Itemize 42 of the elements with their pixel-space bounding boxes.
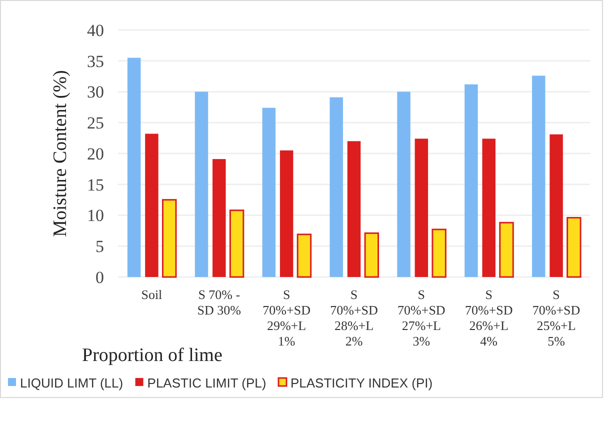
bar	[482, 138, 496, 277]
bar	[162, 199, 177, 278]
y-tick-label: 15	[87, 175, 104, 194]
x-tick-label: S 70%+SD 25%+L 5%	[532, 287, 580, 348]
bar	[330, 97, 343, 277]
y-tick-label: 35	[87, 52, 104, 71]
bar	[432, 228, 446, 278]
bar	[464, 84, 478, 277]
bar	[364, 232, 380, 278]
bar	[296, 234, 312, 278]
x-tick-label: S 70%+SD 26%+L 4%	[464, 287, 513, 348]
bar	[550, 134, 563, 277]
bar	[280, 150, 294, 277]
y-tick-label: 0	[96, 268, 104, 287]
bar	[397, 92, 410, 277]
x-tick-label: S 70%+SD 29%+L 1%	[262, 287, 310, 348]
bar	[566, 216, 582, 278]
y-tick-label: 30	[87, 82, 104, 102]
x-tick-label: S 70% - SD 30%	[197, 287, 242, 318]
x-axis-title: Proportion of lime	[82, 345, 222, 366]
y-tick-label: 10	[87, 206, 104, 226]
y-tick-label: 40	[87, 20, 104, 40]
x-tick-label: S 70%+SD 27%+L 3%	[398, 287, 446, 348]
bar	[414, 138, 428, 277]
legend-label: PLASTIC LIMIT (PL)	[147, 376, 266, 391]
x-tick-label: Soil	[141, 287, 163, 302]
bar	[194, 92, 208, 277]
bar	[262, 108, 276, 277]
bar	[127, 58, 141, 277]
y-axis-title: Moisture Content (%)	[50, 70, 71, 237]
bar	[532, 76, 546, 277]
y-tick-label: 25	[87, 114, 104, 133]
bar	[145, 134, 158, 277]
bar	[212, 159, 226, 277]
bar	[229, 210, 244, 278]
bar	[347, 141, 361, 277]
y-tick-label: 5	[96, 237, 104, 256]
bar	[499, 222, 514, 278]
legend-label: LIQUID LIMT (LL)	[20, 376, 124, 391]
x-tick-label: S 70%+SD 28%+L 2%	[330, 287, 378, 348]
y-tick-label: 20	[87, 144, 104, 164]
legend-label: PLASTICITY INDEX (PI)	[290, 376, 433, 391]
